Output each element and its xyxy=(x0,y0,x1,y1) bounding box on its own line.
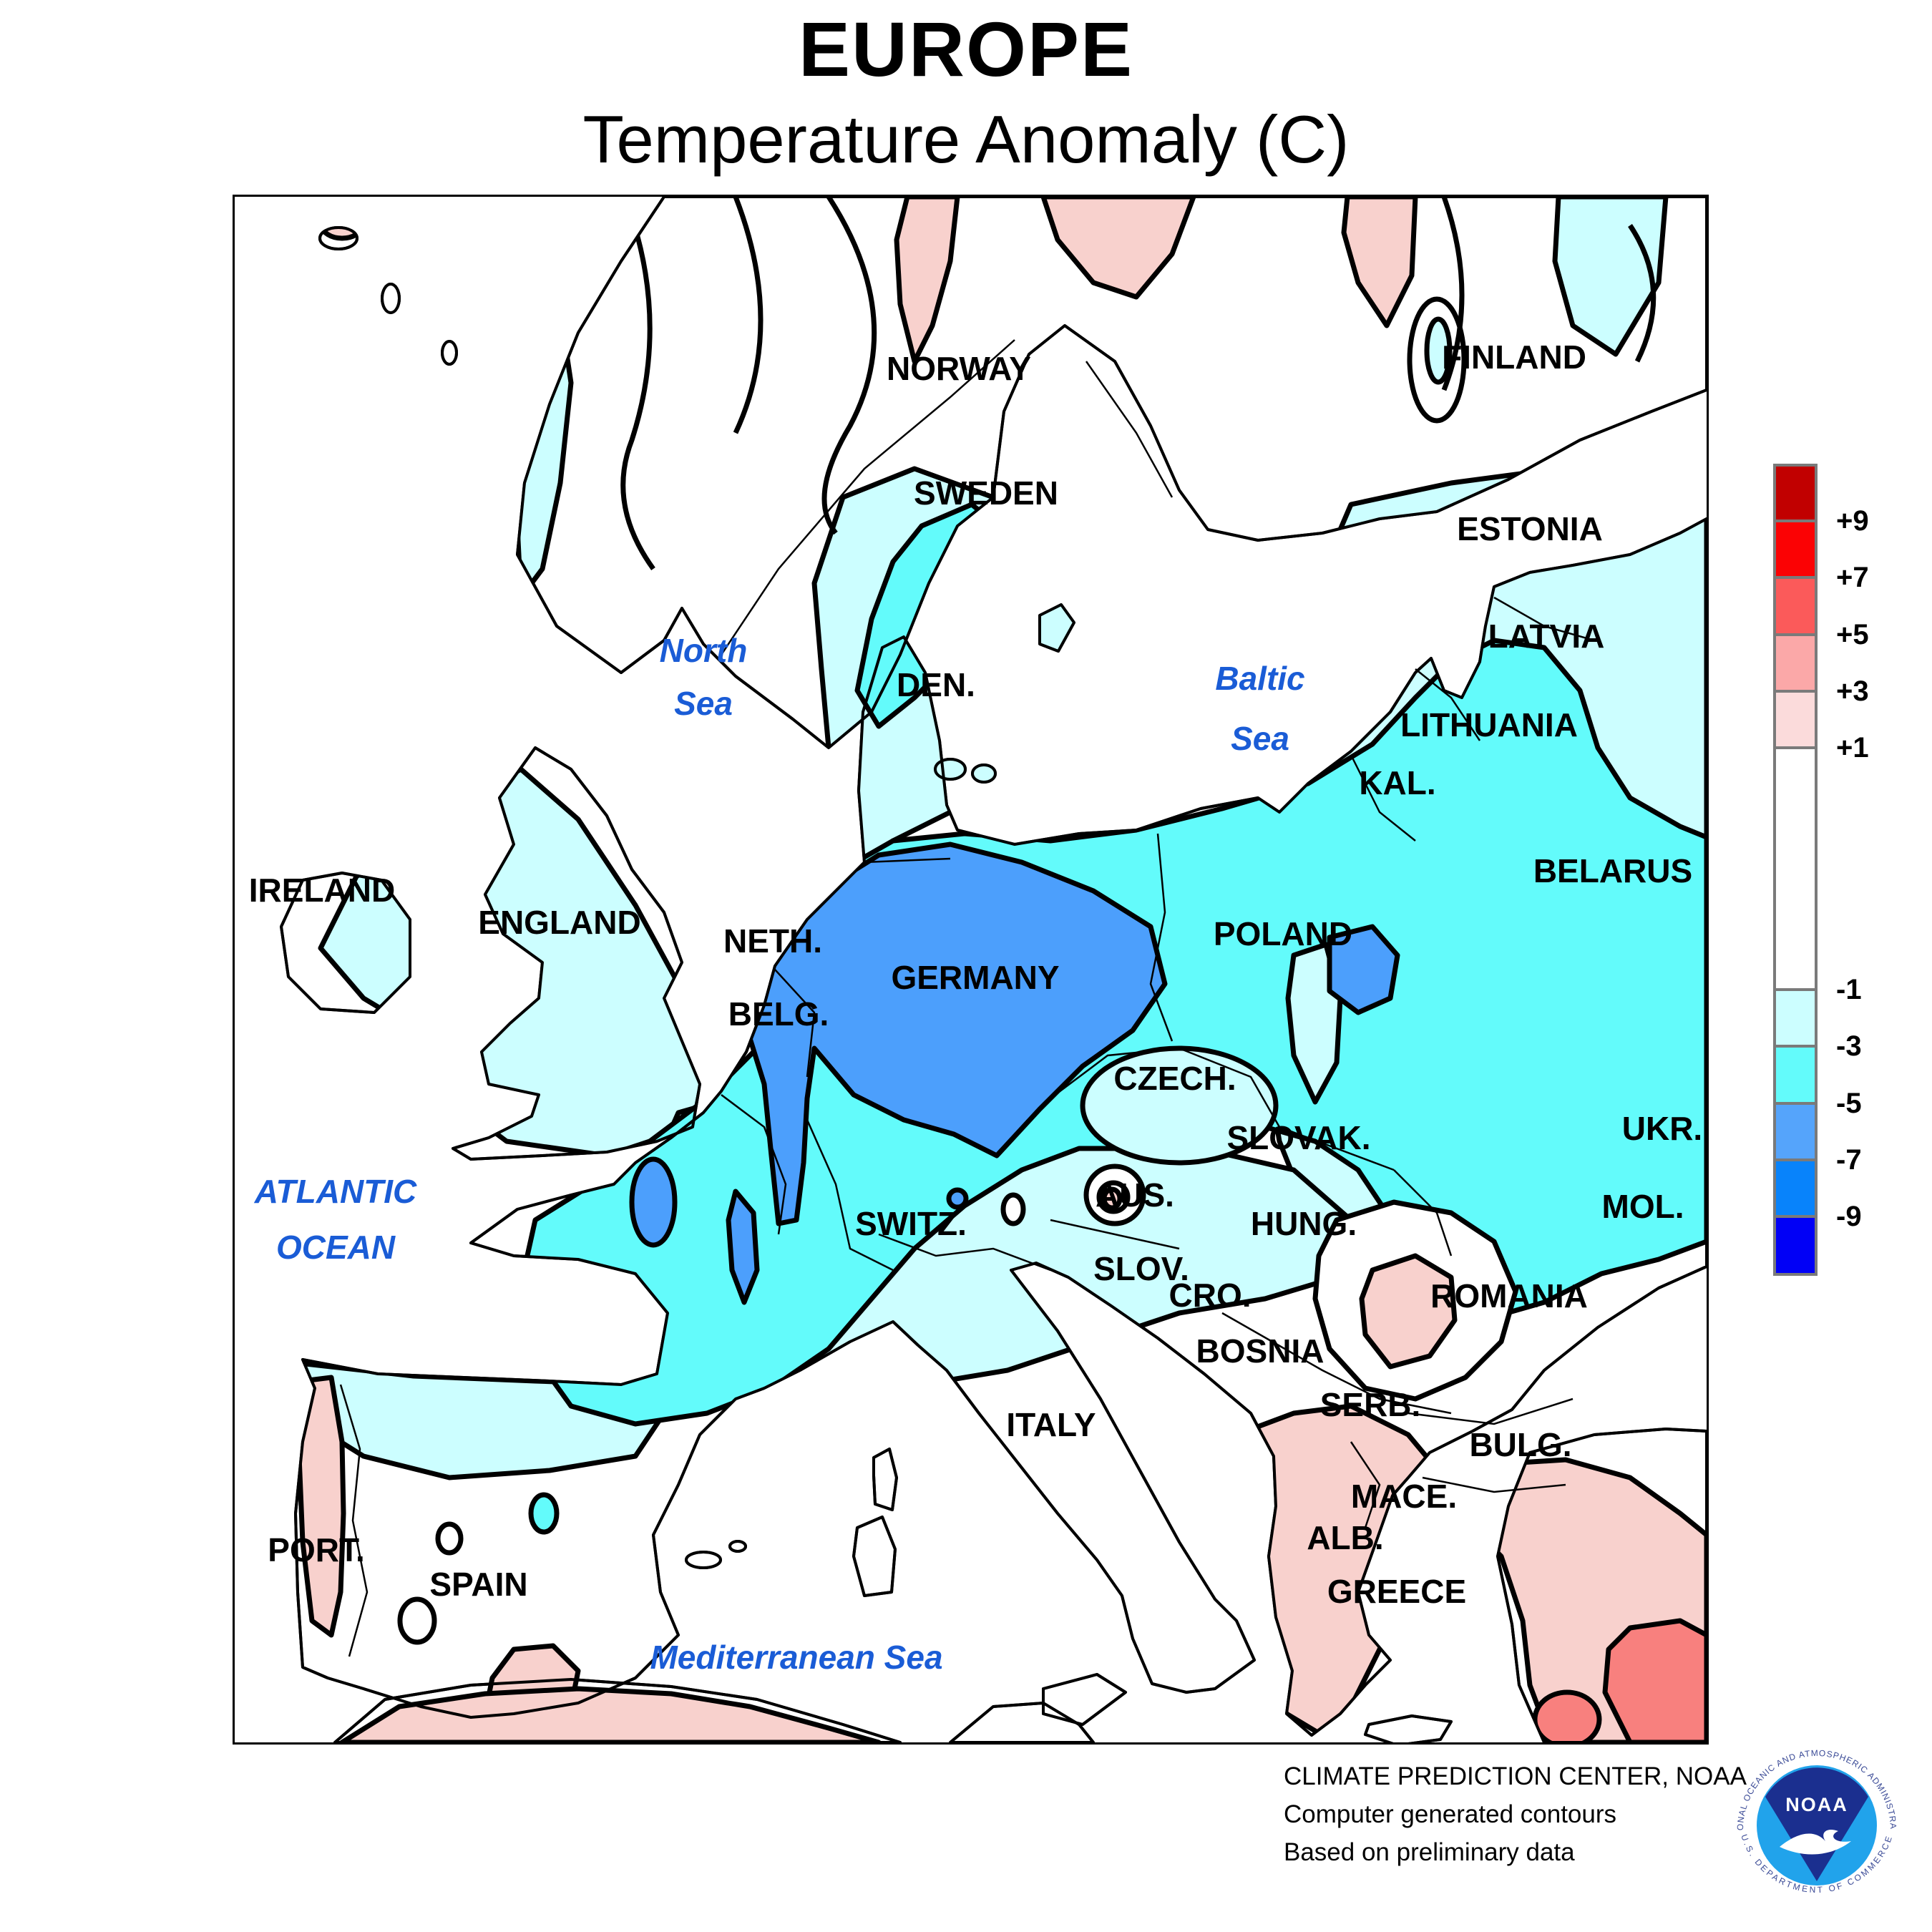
country-label-belg: BELG. xyxy=(728,995,829,1033)
legend-color-box xyxy=(1773,988,1818,1048)
sea-label-mediterraneansea: Mediterranean Sea xyxy=(650,1639,942,1676)
country-label-den: DEN. xyxy=(897,666,975,703)
legend-tick-label: -7 xyxy=(1836,1144,1862,1176)
country-label-kal: KAL. xyxy=(1359,764,1435,801)
country-label-spain: SPAIN xyxy=(429,1566,527,1603)
country-label-england: ENGLAND xyxy=(478,904,640,941)
country-label-greece: GREECE xyxy=(1327,1573,1466,1610)
legend-tick-label: -3 xyxy=(1836,1030,1862,1062)
sea-label-sea: Sea xyxy=(1231,720,1289,757)
country-label-bosnia: BOSNIA xyxy=(1196,1332,1324,1370)
sea-labels-layer: North Sea Baltic Sea ATLANTIC OCEAN Mediterran… xyxy=(254,632,1305,1676)
page-subtitle: Temperature Anomaly (C) xyxy=(582,102,1350,177)
country-label-latvia: LATVIA xyxy=(1488,618,1605,655)
sea-label-sea: Sea xyxy=(674,685,733,722)
page-title: EUROPE xyxy=(798,6,1134,92)
country-border-layer xyxy=(339,339,1595,1657)
country-label-alb: ALB. xyxy=(1307,1519,1383,1556)
legend-tick-label: +3 xyxy=(1836,675,1869,707)
country-label-hung: HUNG. xyxy=(1251,1205,1357,1242)
sea-label-atlantic: ATLANTIC xyxy=(254,1173,417,1210)
country-label-neth: NETH. xyxy=(723,922,822,960)
country-label-serb: SERB. xyxy=(1320,1386,1421,1423)
country-labels-layer: NORWAY SWEDEN FINLAND ESTONIA LATVIA LITHUANI… xyxy=(249,338,1702,1610)
map-frame: North Sea Baltic Sea ATLANTIC OCEAN Mediterran… xyxy=(233,195,1709,1745)
legend-color-box xyxy=(1773,633,1818,693)
legend-tick-label: -1 xyxy=(1836,974,1862,1005)
country-label-slovak: SLOVAK. xyxy=(1226,1119,1370,1156)
country-label-finland: FINLAND xyxy=(1442,338,1586,376)
credits-block: CLIMATE PREDICTION CENTER, NOAA Computer… xyxy=(1284,1757,1747,1871)
country-label-mace: MACE. xyxy=(1351,1478,1457,1515)
country-label-ireland: IRELAND xyxy=(249,872,395,909)
country-label-ukr: UKR. xyxy=(1622,1110,1702,1147)
legend-tick-label: +5 xyxy=(1836,619,1869,650)
legend-color-box xyxy=(1773,576,1818,636)
legend-tick-label: +1 xyxy=(1836,732,1869,763)
country-label-mol: MOL. xyxy=(1602,1188,1684,1225)
sea-label-ocean: OCEAN xyxy=(276,1229,396,1266)
legend-color-box xyxy=(1773,1158,1818,1218)
country-label-aus: AUS. xyxy=(1096,1176,1174,1214)
country-label-sweden: SWEDEN xyxy=(914,474,1058,512)
europe-map: North Sea Baltic Sea ATLANTIC OCEAN Mediterran… xyxy=(249,197,1707,1742)
noaa-acronym: NOAA xyxy=(1785,1794,1848,1815)
legend-tick-label: -5 xyxy=(1836,1088,1862,1119)
legend-tick-label: +9 xyxy=(1836,505,1869,537)
credit-note: Based on preliminary data xyxy=(1284,1838,1575,1866)
anomaly-color-scale: +9 +7 +5 +3 +1 -1 -3 -5 -7 -9 xyxy=(1773,464,1932,1276)
legend-tick-label: -9 xyxy=(1836,1201,1862,1232)
legend-color-box xyxy=(1773,464,1818,522)
country-label-slov: SLOV. xyxy=(1093,1250,1189,1287)
country-label-belarus: BELARUS xyxy=(1533,852,1692,889)
sea-label-baltic: Baltic xyxy=(1215,660,1304,697)
country-label-switz: SWITZ. xyxy=(855,1205,967,1242)
country-label-estonia: ESTONIA xyxy=(1457,510,1603,547)
legend-color-box xyxy=(1773,1215,1818,1276)
credit-method: Computer generated contours xyxy=(1284,1800,1616,1828)
country-label-norway: NORWAY xyxy=(887,350,1031,387)
legend-color-box xyxy=(1773,1045,1818,1105)
seagull-icon xyxy=(1780,1829,1851,1855)
country-label-bulg: BULG. xyxy=(1469,1426,1571,1463)
noaa-logo: NOAA NATIONAL OCEANIC AND ATMOSPHERIC AD… xyxy=(1735,1748,1898,1895)
country-label-poland: POLAND xyxy=(1214,915,1352,952)
country-label-lithuania: LITHUANIA xyxy=(1400,706,1578,743)
country-label-cro: CRO. xyxy=(1169,1277,1252,1314)
country-label-germany: GERMANY xyxy=(891,959,1059,996)
legend-color-box xyxy=(1773,519,1818,579)
country-label-port: PORT. xyxy=(268,1531,364,1568)
legend-color-boxes xyxy=(1773,464,1932,1276)
legend-color-box xyxy=(1773,746,1818,991)
country-label-italy: ITALY xyxy=(1006,1406,1096,1443)
legend-tick-label: +7 xyxy=(1836,562,1869,593)
country-label-czech: CZECH. xyxy=(1113,1060,1236,1097)
legend-color-box xyxy=(1773,690,1818,749)
credit-source: CLIMATE PREDICTION CENTER, NOAA xyxy=(1284,1762,1747,1790)
legend-color-box xyxy=(1773,1102,1818,1161)
sea-label-north: North xyxy=(660,632,748,669)
noaa-dark-kite xyxy=(1765,1767,1868,1881)
country-label-romania: ROMANIA xyxy=(1430,1277,1588,1314)
